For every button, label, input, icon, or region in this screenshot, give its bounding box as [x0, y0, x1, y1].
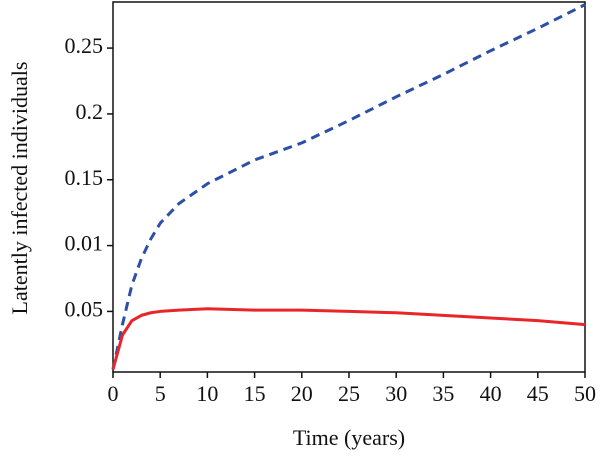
x-tick-label: 20	[291, 381, 313, 406]
series-line	[111, 3, 586, 370]
x-tick-label: 5	[155, 381, 166, 406]
x-tick-label: 45	[527, 381, 549, 406]
y-tick-label: 0.2	[76, 99, 104, 124]
x-tick-label: 50	[574, 381, 596, 406]
y-tick-label: 0.05	[65, 296, 104, 321]
y-tick-label: 0.15	[65, 165, 104, 190]
x-tick-label: 40	[480, 381, 502, 406]
series-line	[111, 307, 586, 370]
x-tick-label: 10	[196, 381, 218, 406]
y-tick-label: 0.25	[65, 33, 104, 58]
x-tick-label: 25	[338, 381, 360, 406]
x-tick-label: 35	[432, 381, 454, 406]
y-tick-label: 0.01	[65, 231, 104, 256]
plot-frame	[112, 1, 586, 373]
x-axis-label: Time (years)	[293, 425, 405, 450]
x-tick-label: 15	[244, 381, 266, 406]
x-tick-label: 30	[385, 381, 407, 406]
y-axis-label: Latently infected individuals	[7, 62, 32, 315]
x-tick-label: 0	[108, 381, 119, 406]
